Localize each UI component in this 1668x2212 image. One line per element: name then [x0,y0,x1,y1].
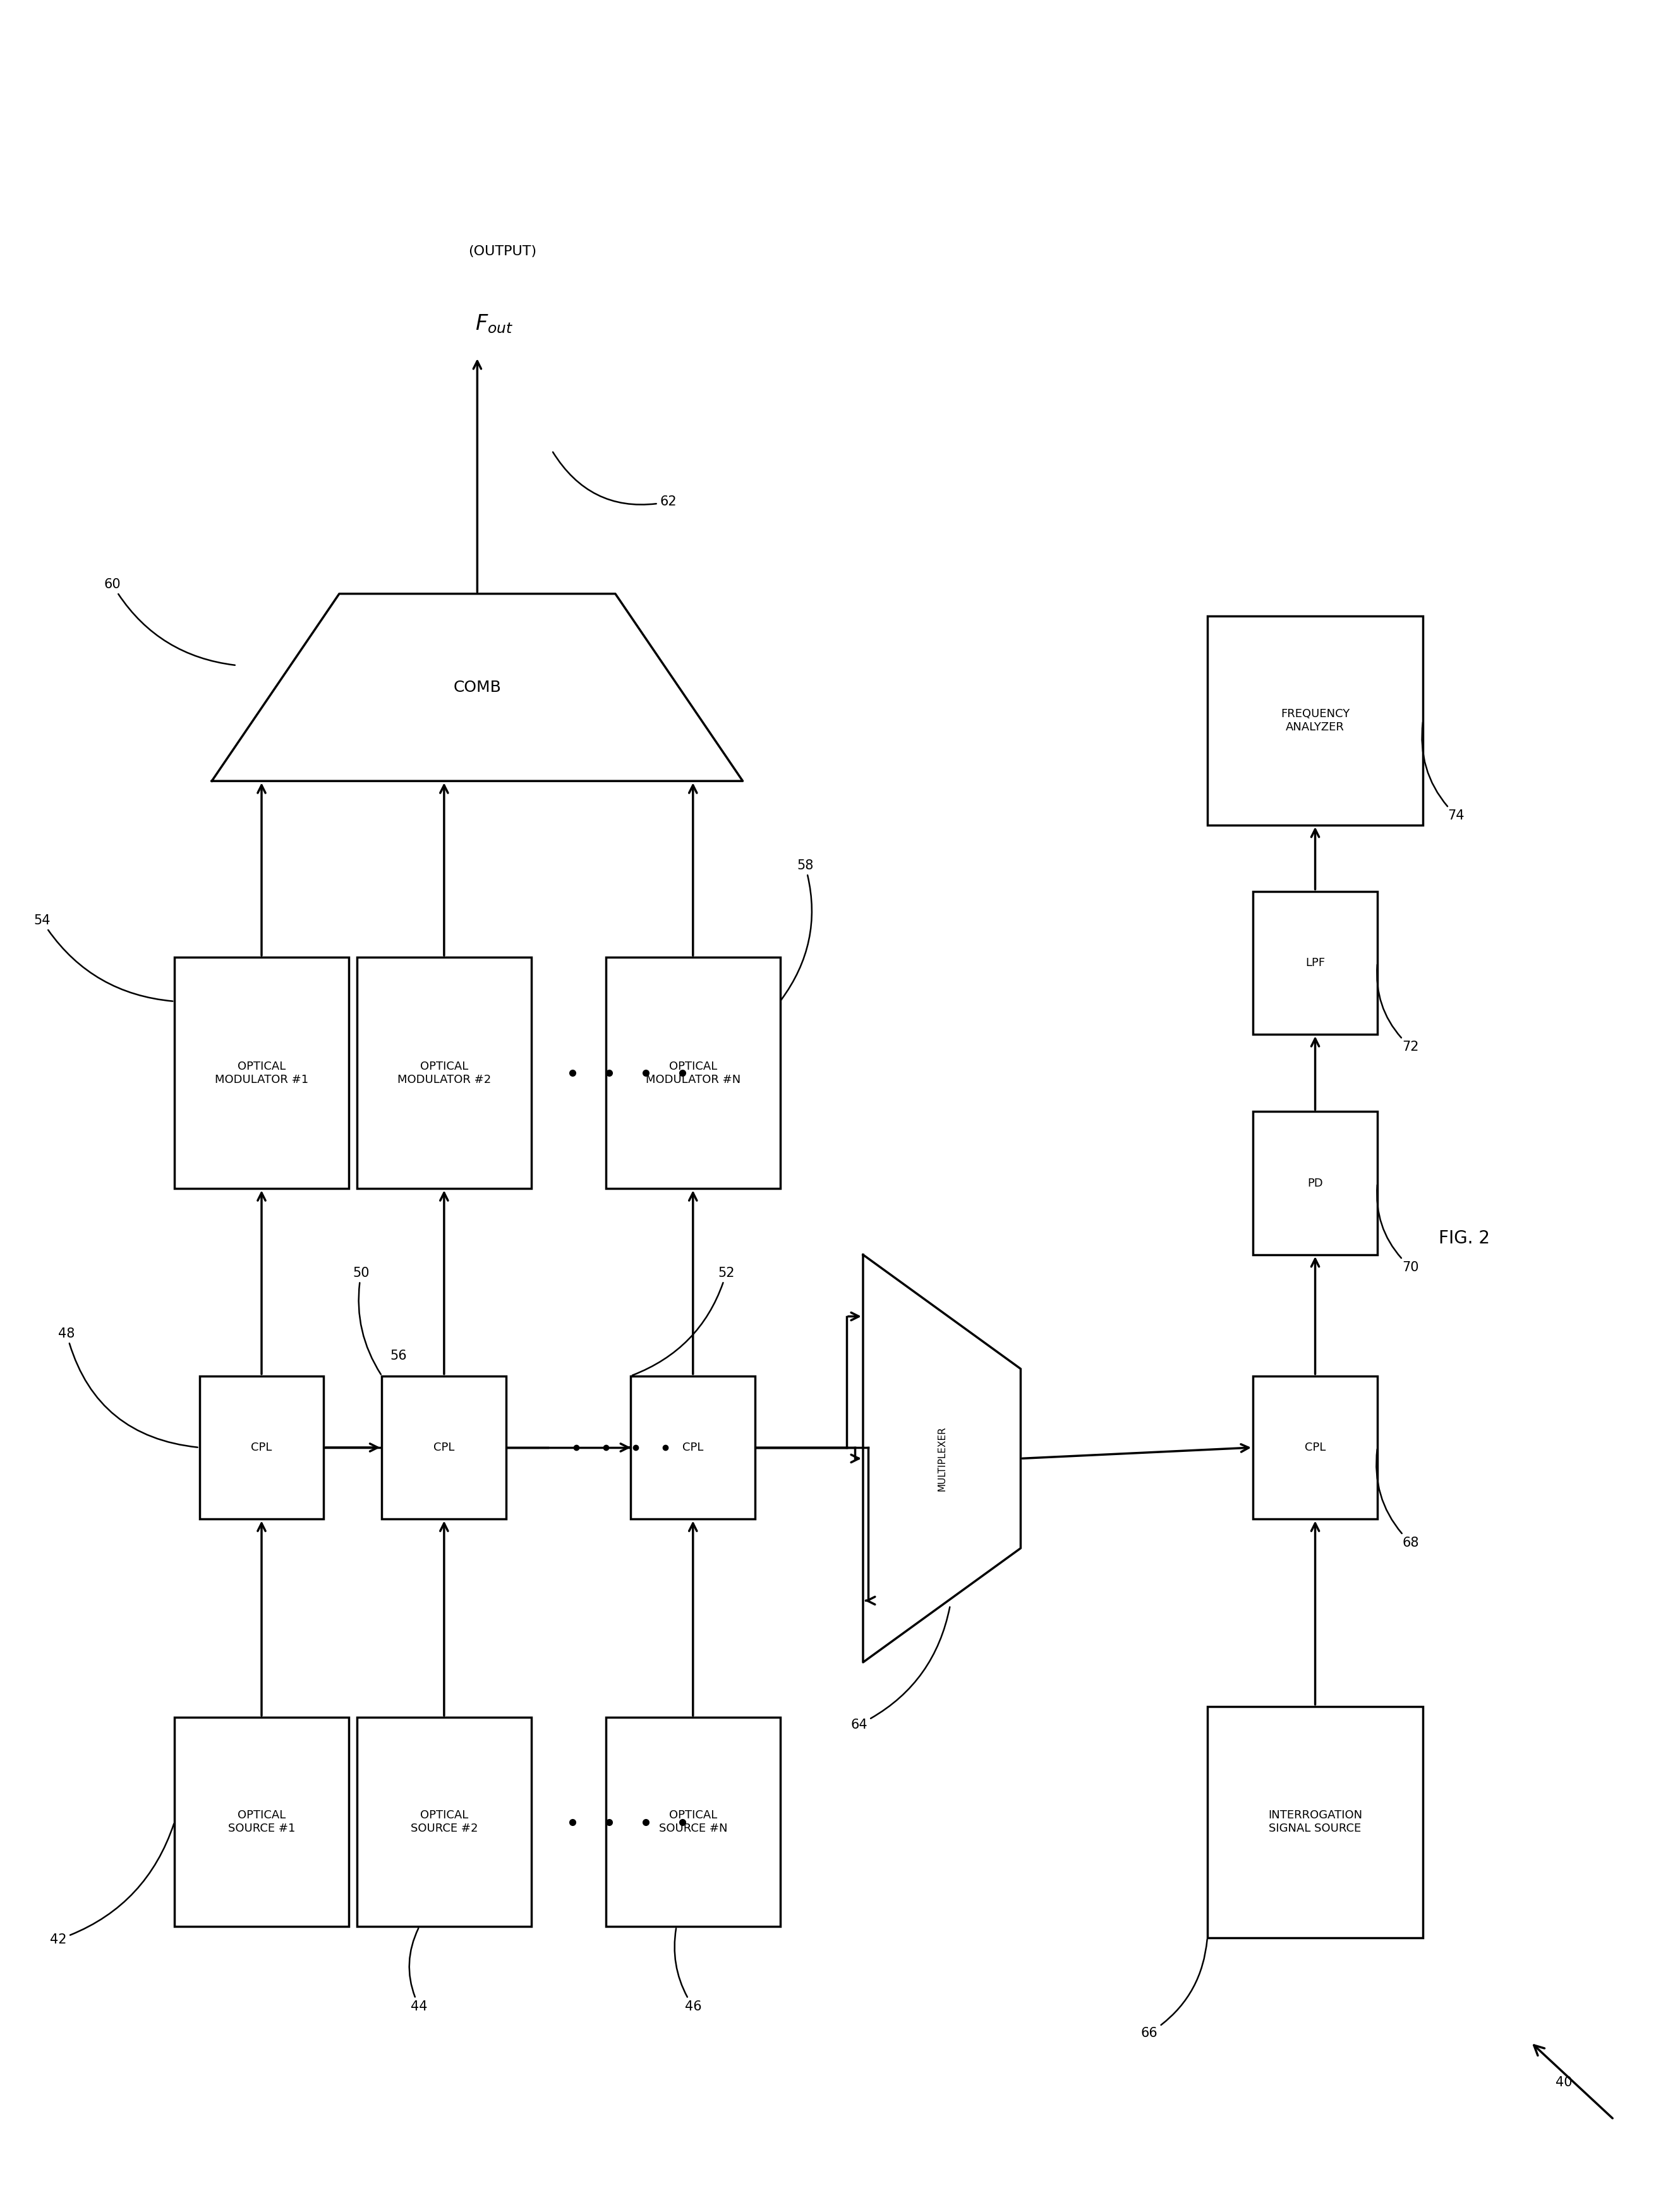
Text: 50: 50 [354,1267,380,1374]
Text: OPTICAL
MODULATOR #N: OPTICAL MODULATOR #N [646,1062,741,1086]
Text: FREQUENCY
ANALYZER: FREQUENCY ANALYZER [1281,708,1349,732]
Text: CPL: CPL [1304,1442,1326,1453]
Text: 46: 46 [674,1929,702,2013]
FancyBboxPatch shape [1208,615,1423,825]
FancyBboxPatch shape [200,1376,324,1520]
FancyBboxPatch shape [605,958,781,1188]
FancyBboxPatch shape [175,1717,349,1927]
Text: MULTIPLEXER: MULTIPLEXER [937,1427,946,1491]
Text: 64: 64 [851,1606,949,1732]
Text: 74: 74 [1421,721,1465,823]
Text: OPTICAL
SOURCE #2: OPTICAL SOURCE #2 [410,1809,477,1834]
Text: 70: 70 [1376,1186,1419,1274]
Text: INTERROGATION
SIGNAL SOURCE: INTERROGATION SIGNAL SOURCE [1268,1809,1363,1834]
FancyBboxPatch shape [357,958,530,1188]
FancyBboxPatch shape [382,1376,507,1520]
Text: 44: 44 [409,1929,427,2013]
Text: 66: 66 [1141,1940,1208,2039]
Text: $\mathit{F}_{out}$: $\mathit{F}_{out}$ [475,312,512,334]
Text: CPL: CPL [250,1442,272,1453]
FancyBboxPatch shape [1253,1110,1378,1254]
Text: 48: 48 [58,1327,197,1447]
Polygon shape [212,593,742,781]
Text: 42: 42 [50,1823,173,1947]
Text: 60: 60 [103,577,235,666]
Polygon shape [862,1254,1021,1661]
Text: COMB: COMB [454,679,502,695]
Text: OPTICAL
MODULATOR #2: OPTICAL MODULATOR #2 [397,1062,490,1086]
FancyBboxPatch shape [175,958,349,1188]
FancyBboxPatch shape [1253,1376,1378,1520]
Text: 54: 54 [33,914,173,1002]
FancyBboxPatch shape [631,1376,756,1520]
Text: 68: 68 [1376,1449,1419,1548]
Text: CPL: CPL [682,1442,704,1453]
Text: OPTICAL
MODULATOR #1: OPTICAL MODULATOR #1 [215,1062,309,1086]
Text: OPTICAL
SOURCE #N: OPTICAL SOURCE #N [659,1809,727,1834]
FancyBboxPatch shape [1253,891,1378,1035]
Text: OPTICAL
SOURCE #1: OPTICAL SOURCE #1 [229,1809,295,1834]
Text: 62: 62 [552,451,677,509]
FancyBboxPatch shape [357,1717,530,1927]
Text: 52: 52 [632,1267,734,1376]
Text: 40: 40 [1556,2077,1573,2088]
Text: CPL: CPL [434,1442,455,1453]
Text: FIG. 2: FIG. 2 [1439,1230,1490,1248]
FancyBboxPatch shape [1208,1705,1423,1938]
FancyBboxPatch shape [605,1717,781,1927]
Text: PD: PD [1308,1177,1323,1188]
Text: 56: 56 [390,1349,407,1363]
Text: (OUTPUT): (OUTPUT) [469,246,537,259]
Text: 58: 58 [781,858,814,1000]
Text: LPF: LPF [1306,958,1324,969]
Text: 72: 72 [1376,964,1419,1053]
